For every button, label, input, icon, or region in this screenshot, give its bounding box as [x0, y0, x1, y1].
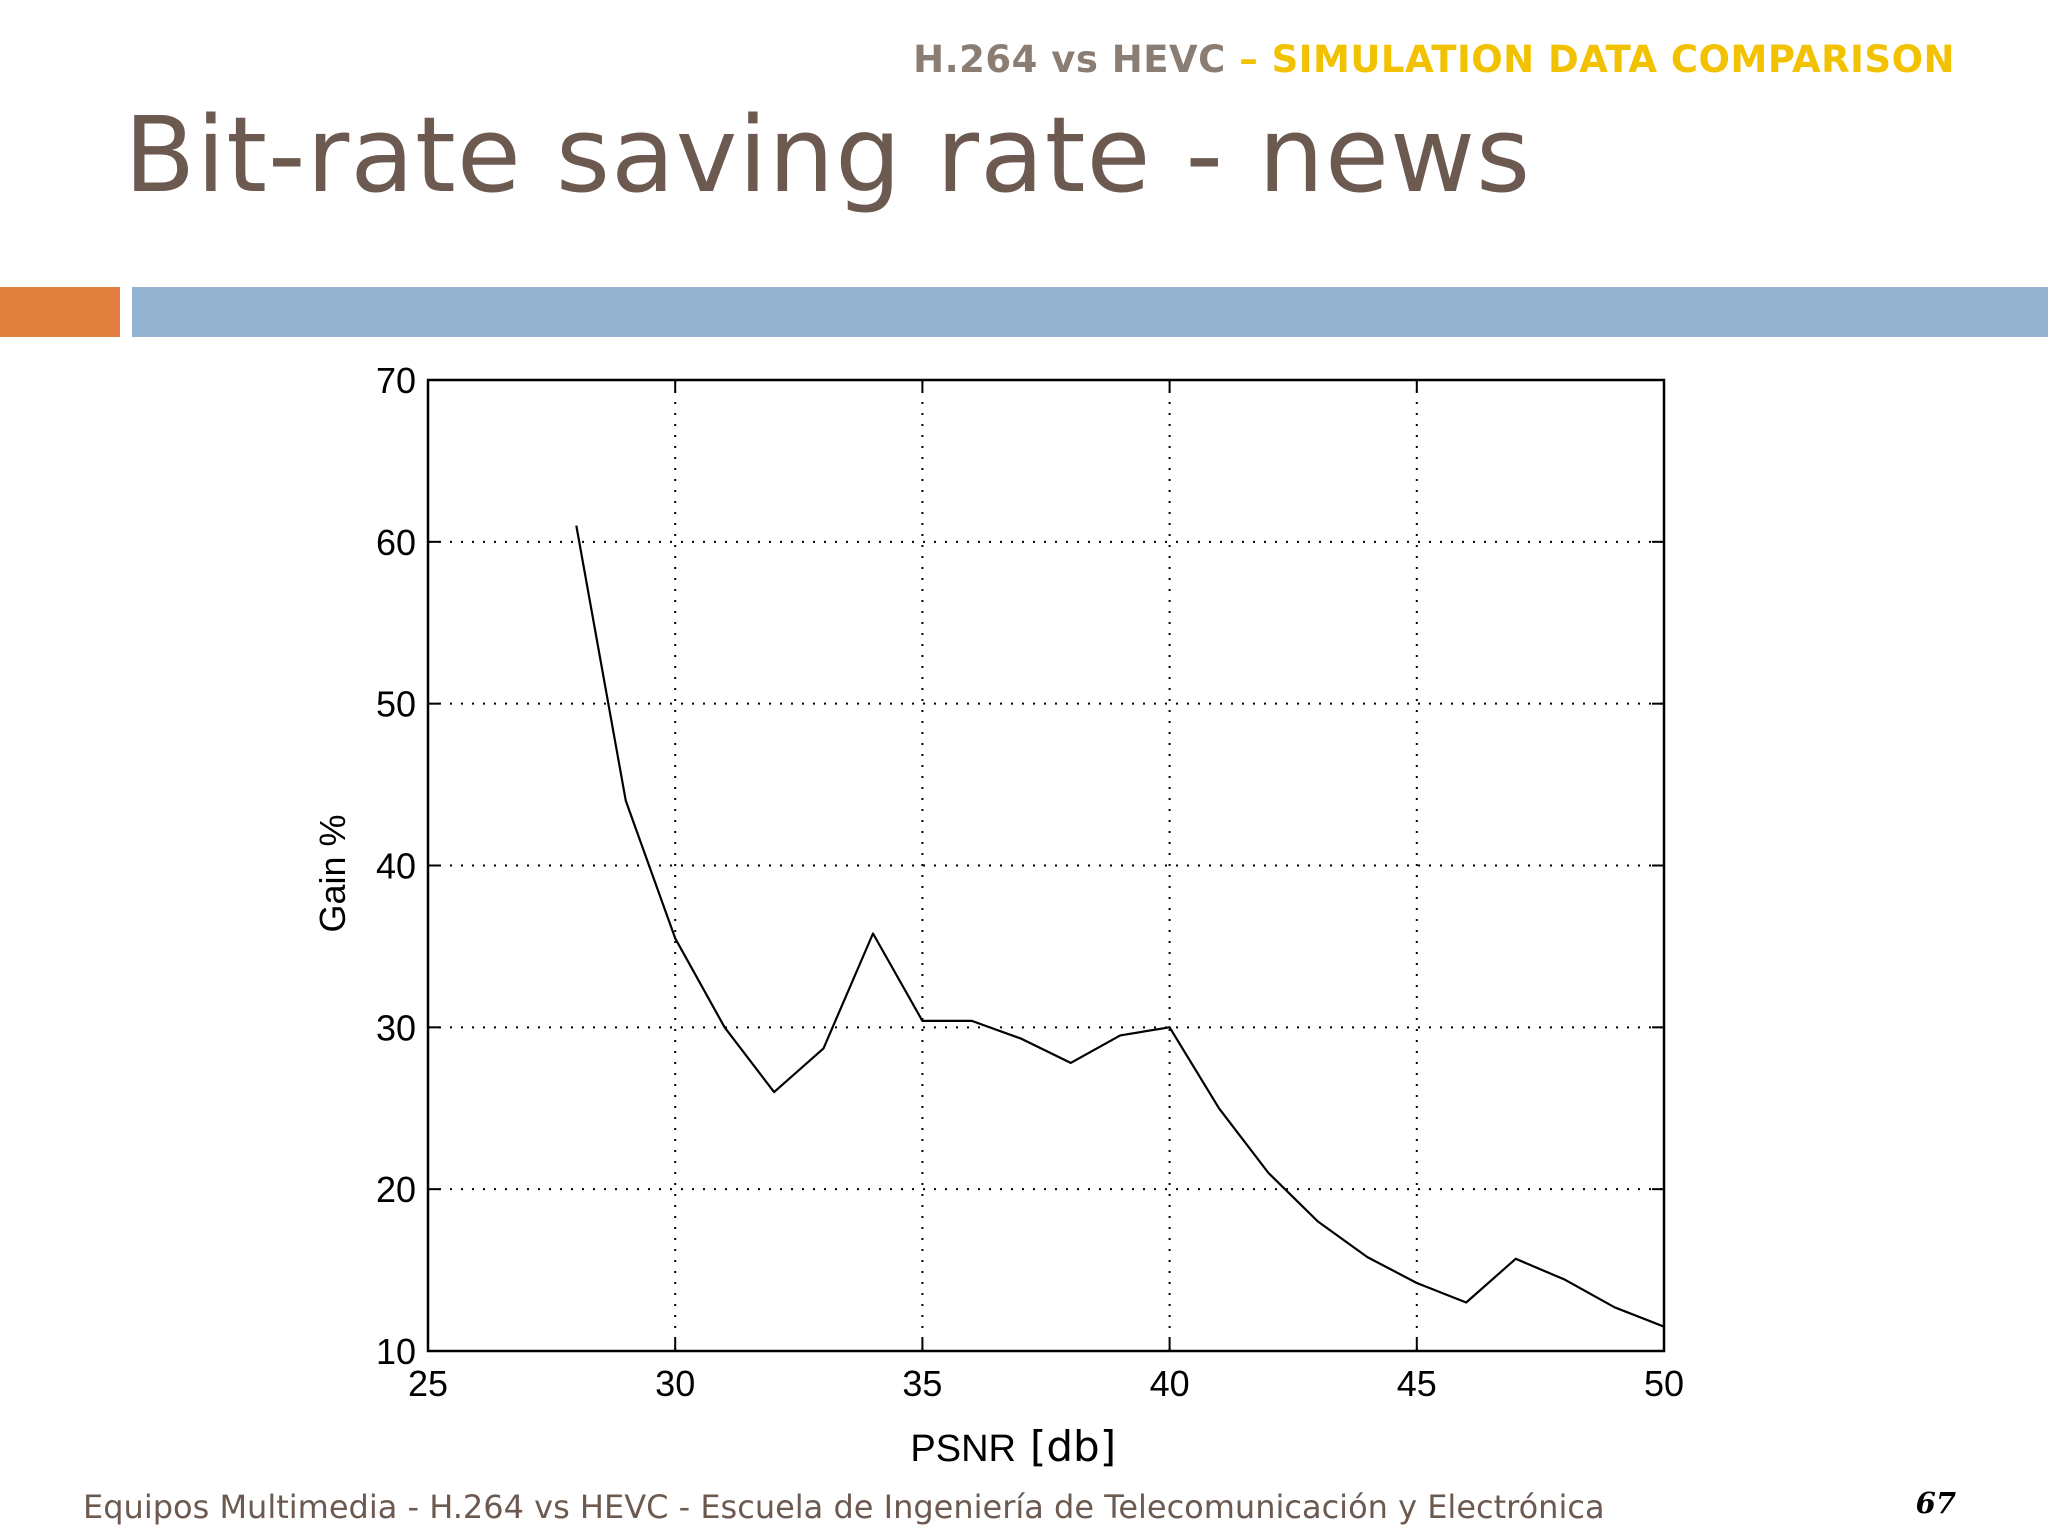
- y-tick-label: 40: [376, 846, 416, 887]
- x-tick-label: 50: [1644, 1363, 1684, 1404]
- slide-title: Bit-rate saving rate - news: [124, 94, 1532, 216]
- x-tick-label: 45: [1397, 1363, 1437, 1404]
- x-tick-label: 25: [408, 1363, 448, 1404]
- x-tick-label: 40: [1150, 1363, 1190, 1404]
- x-tick-label: 30: [655, 1363, 695, 1404]
- section-context: H.264 vs HEVC – SIMULATION DATA COMPARIS…: [913, 38, 1955, 81]
- plot-frame: [426, 378, 1666, 1353]
- y-tick-label: 70: [376, 360, 416, 401]
- y-tick-label: 20: [376, 1169, 416, 1210]
- series-line-0: [575, 525, 1665, 1328]
- page-number: 67: [1915, 1486, 1956, 1520]
- accent-bar-orange: [0, 287, 120, 337]
- y-tick-label: 10: [376, 1331, 416, 1372]
- section-context-accent: – SIMULATION DATA COMPARISON: [1225, 38, 1955, 81]
- x-axis-unit: [db]: [1030, 1422, 1116, 1471]
- y-tick-label: 50: [376, 684, 416, 725]
- x-axis-label: PSNR: [910, 1428, 1016, 1470]
- x-tick-label: 35: [902, 1363, 942, 1404]
- accent-bar-blue: [132, 287, 2048, 337]
- footer-text: Equipos Multimedia - H.264 vs HEVC - Esc…: [83, 1488, 1605, 1526]
- section-context-main: H.264 vs HEVC: [913, 38, 1226, 81]
- y-tick-label: 30: [376, 1007, 416, 1048]
- y-axis-label: Gain %: [312, 814, 353, 932]
- y-tick-label: 60: [376, 522, 416, 563]
